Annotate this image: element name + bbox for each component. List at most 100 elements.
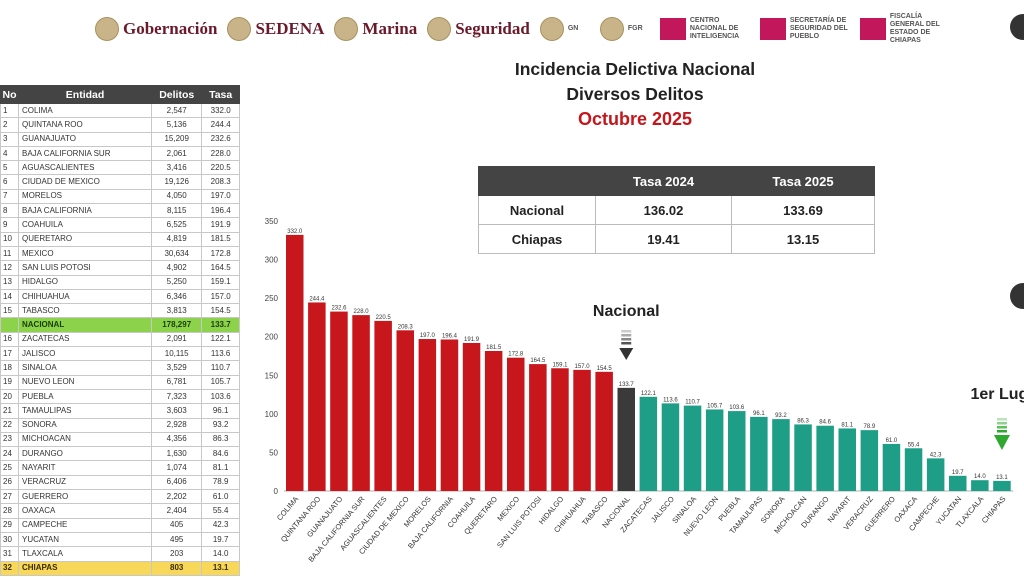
table-row: 22 SONORA 2,928 93.2 (0, 417, 240, 433)
crimes-cell: 203 (151, 546, 203, 562)
bar-guanajuato (330, 311, 348, 491)
table-row: 29 CAMPECHE 405 42.3 (0, 517, 240, 533)
crimes-cell: 6,781 (151, 374, 203, 390)
rank-cell: 29 (0, 517, 19, 533)
crimes-cell: 3,529 (151, 360, 203, 376)
bar-value-label: 154.5 (597, 366, 613, 372)
crimes-cell: 3,416 (151, 160, 203, 176)
bar-morelos (418, 339, 437, 491)
entity-cell: GUANAJUATO (17, 131, 153, 147)
bar-value-label: 232.6 (331, 306, 347, 312)
entity-cell: TLAXCALA (17, 546, 153, 562)
rank-cell: 10 (0, 231, 19, 247)
rate-row: Nacional 136.02 133.69 (478, 195, 875, 225)
side-nav-dot[interactable] (1010, 283, 1024, 309)
rank-cell: 13 (0, 274, 19, 290)
bar-queretaro (484, 350, 503, 491)
bar-value-label: 81.1 (841, 422, 853, 428)
rate-cell: 61.0 (201, 489, 240, 505)
crimes-cell: 4,819 (151, 231, 203, 247)
rate-cell: 81.1 (201, 460, 240, 476)
crimes-cell: 3,603 (151, 403, 203, 419)
rate-cell: 196.4 (201, 203, 240, 219)
logo-transforma-emblem-icon (759, 18, 786, 40)
y-tick-label: 350 (265, 217, 279, 226)
table-row: 7 MORELOS 4,050 197.0 (0, 188, 240, 205)
entity-cell: VERACRUZ (17, 474, 153, 491)
rate-cell: 42.3 (201, 517, 240, 533)
side-nav-dot[interactable] (1010, 14, 1024, 40)
y-tick-label: 0 (274, 487, 279, 496)
table-row: 18 SINALOA 3,529 110.7 (0, 360, 240, 376)
crimes-cell: 30,634 (151, 245, 203, 262)
rank-cell: 17 (0, 346, 19, 362)
rate-cell: 122.1 (201, 331, 240, 348)
entity-cell: AGUASCALIENTES (17, 160, 153, 176)
rank-cell: 8 (0, 203, 19, 219)
logo-sedena-emblem-icon (227, 17, 252, 41)
rate-cell: 154.5 (201, 303, 240, 319)
bar-baja-california-sur (352, 315, 370, 491)
table-row: 9 COAHUILA 6,525 191.9 (0, 217, 240, 233)
table-row: 15 TABASCO 3,813 154.5 (0, 303, 240, 319)
rank-cell: 3 (0, 131, 19, 147)
bar-value-label: 122.1 (641, 391, 657, 397)
logo-transforma: SECRETARÍA DE SEGURIDAD DEL PUEBLO (759, 17, 850, 41)
entity-cell: JALISCO (17, 346, 153, 362)
bar-baja-california (440, 339, 459, 491)
table-row: 16 ZACATECAS 2,091 122.1 (0, 331, 240, 348)
logo-marina-text: Marina (362, 19, 418, 38)
bar-veracruz (860, 430, 879, 491)
bar-value-label: 228.0 (354, 309, 370, 315)
rank-cell: 22 (0, 417, 19, 433)
entity-cell: QUINTANA ROO (17, 117, 153, 133)
table-row: 13 HIDALGO 5,250 159.1 (0, 274, 240, 290)
bar-value-label: 13.1 (996, 475, 1008, 481)
entity-cell: CIUDAD DE MEXICO (17, 174, 153, 190)
rate-cell: 191.9 (201, 217, 240, 233)
table-row: 6 CIUDAD DE MEXICO 19,126 208.3 (0, 174, 240, 190)
bar-value-label: 220.5 (376, 315, 392, 321)
arrow-stripe (996, 430, 1007, 433)
table-row: 23 MICHOACAN 4,356 86.3 (0, 431, 240, 448)
rate-cell: 78.9 (201, 474, 240, 491)
entity-cell: MORELOS (17, 188, 153, 205)
bar-guerrero (882, 443, 901, 491)
arrow-down-icon (619, 348, 634, 360)
bar-value-label: 96.1 (753, 411, 765, 417)
rank-cell: 18 (0, 360, 19, 376)
rate-cell: 197.0 (201, 188, 240, 205)
bar-value-label: 19.7 (952, 470, 964, 476)
entity-cell: TAMAULIPAS (17, 403, 153, 419)
entity-cell: QUERETARO (17, 231, 153, 247)
logo-fgr: FGR (599, 17, 650, 41)
rate-header-2: Tasa 2025 (731, 166, 875, 196)
bar-hidalgo (551, 368, 569, 491)
y-tick-label: 200 (265, 333, 279, 342)
rank-cell: 9 (0, 217, 19, 233)
logo-gn: GN (539, 17, 590, 41)
bar-jalisco (661, 403, 680, 491)
bar-value-label: 84.6 (819, 420, 831, 426)
bar-campeche (926, 458, 945, 491)
table-row: 1 COLIMA 2,547 332.0 (0, 102, 240, 119)
rank-cell: 28 (0, 503, 19, 519)
table-row: 10 QUERETARO 4,819 181.5 (0, 231, 240, 247)
crimes-cell: 495 (151, 531, 203, 548)
bar-value-label: 42.3 (930, 452, 942, 458)
rate-comparison-table: Tasa 2024 Tasa 2025 Nacional 136.02 133.69 C… (478, 166, 875, 254)
bar-value-label: 191.9 (464, 337, 480, 343)
arrow-stripe (621, 338, 632, 341)
bar-value-label: 105.7 (707, 403, 723, 409)
rank-cell: 27 (0, 489, 19, 505)
ranking-table-header: No Entidad Delitos Tasa (0, 85, 240, 104)
rate-cell: 208.3 (201, 174, 240, 190)
arrow-stripe (996, 426, 1007, 429)
table-row: 11 MEXICO 30,634 172.8 (0, 245, 240, 262)
rank-cell (0, 317, 19, 333)
bar-tabasco (595, 371, 613, 491)
rate-cell: 113.6 (201, 346, 240, 362)
table-row: 4 BAJA CALIFORNIA SUR 2,061 228.0 (0, 145, 240, 162)
table-row: 32 CHIAPAS 803 13.1 (0, 560, 240, 576)
table-row: 30 YUCATAN 495 19.7 (0, 531, 240, 548)
